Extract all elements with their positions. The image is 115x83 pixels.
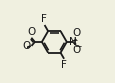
Text: O: O [23, 41, 31, 51]
Text: −: − [73, 42, 81, 50]
Text: +: + [71, 36, 77, 45]
Text: O: O [27, 27, 35, 37]
Text: N: N [69, 37, 76, 47]
Text: F: F [60, 60, 66, 70]
Text: O: O [72, 45, 80, 55]
Text: F: F [41, 14, 47, 24]
Text: O: O [72, 28, 80, 38]
